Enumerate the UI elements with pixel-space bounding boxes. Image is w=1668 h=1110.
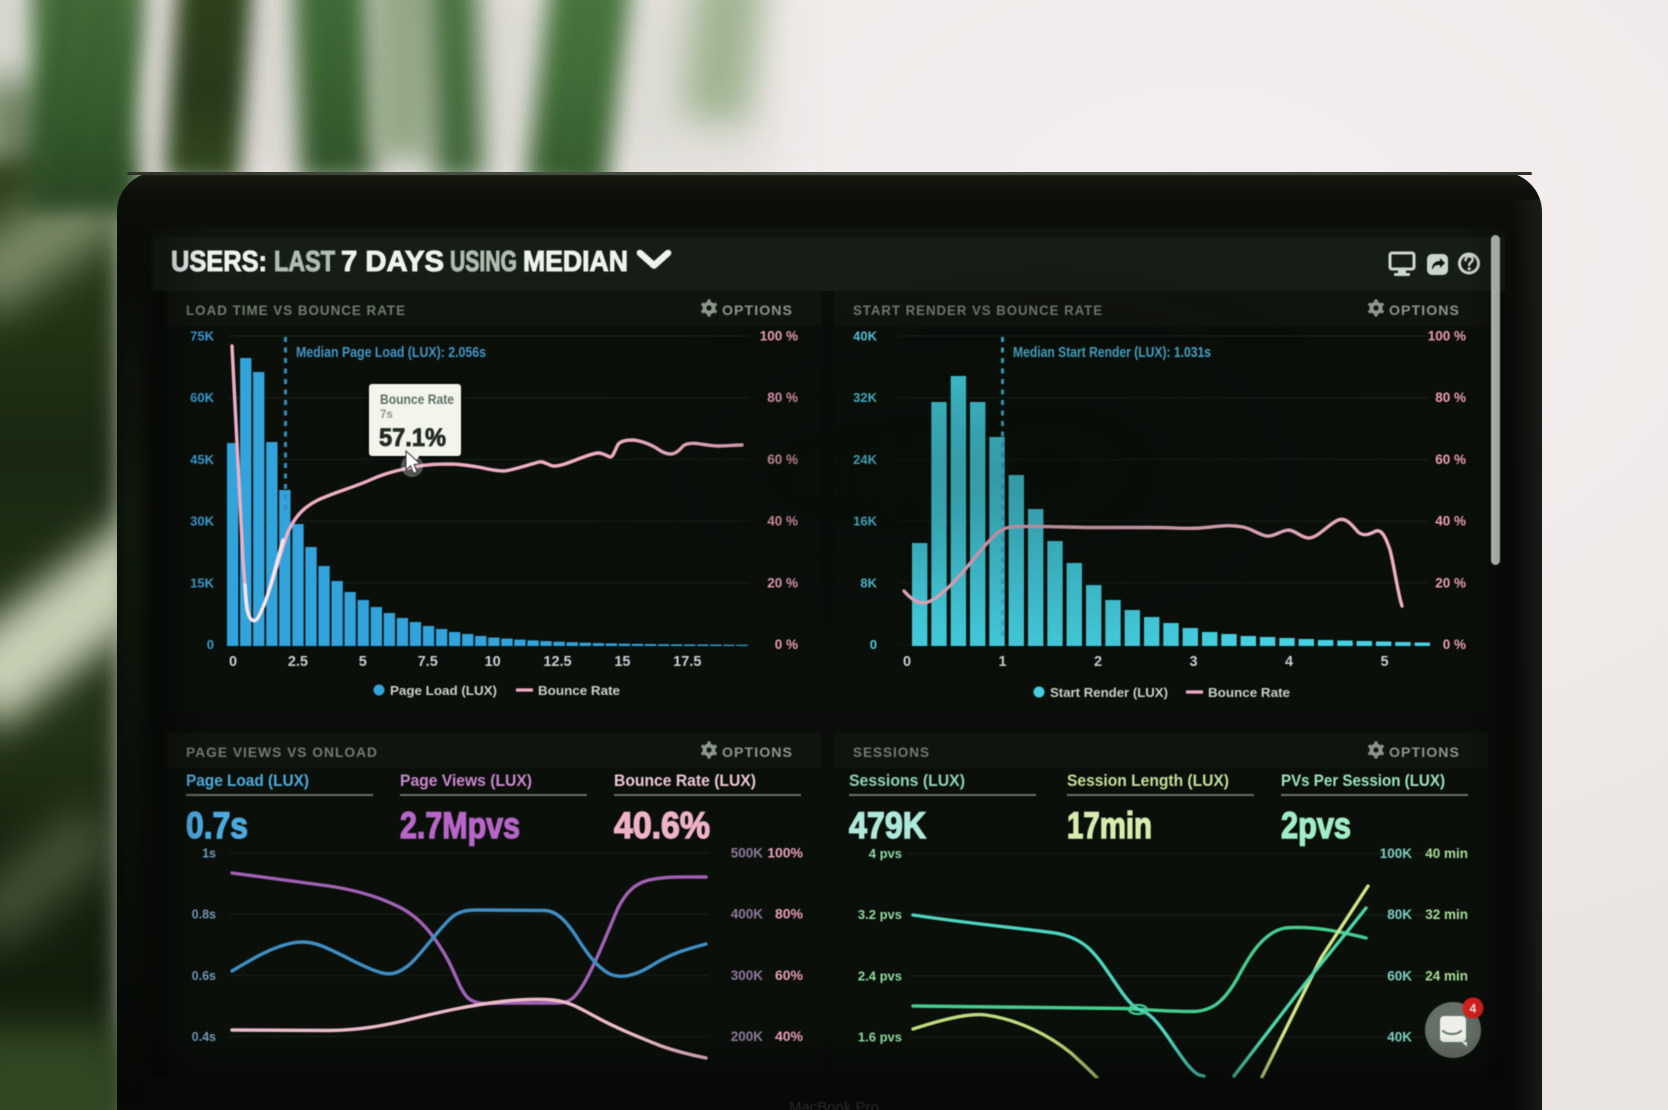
svg-text:1.6 pvs: 1.6 pvs — [858, 1030, 902, 1045]
svg-text:Page Load (LUX): Page Load (LUX) — [390, 683, 497, 698]
svg-text:40K: 40K — [853, 329, 877, 344]
svg-text:OPTIONS: OPTIONS — [722, 745, 793, 760]
svg-text:30K: 30K — [190, 514, 214, 529]
svg-text:0.7s: 0.7s — [186, 805, 248, 846]
svg-text:4: 4 — [1470, 1002, 1477, 1016]
svg-text:USING: USING — [450, 246, 517, 278]
svg-text:80K: 80K — [1387, 907, 1412, 922]
svg-text:7.5: 7.5 — [418, 654, 438, 670]
svg-text:32K: 32K — [853, 390, 877, 405]
svg-text:300K: 300K — [731, 968, 764, 983]
svg-text:1: 1 — [998, 654, 1006, 670]
svg-text:10: 10 — [485, 654, 501, 670]
svg-text:40K: 40K — [1387, 1030, 1412, 1045]
svg-text:60 %: 60 % — [1435, 452, 1466, 467]
svg-text:LOAD TIME VS BOUNCE RATE: LOAD TIME VS BOUNCE RATE — [186, 303, 406, 318]
svg-text:0.6s: 0.6s — [192, 969, 216, 983]
svg-text:100K: 100K — [1380, 846, 1413, 861]
svg-text:Session Length (LUX): Session Length (LUX) — [1067, 772, 1229, 790]
svg-text:80%: 80% — [775, 906, 804, 922]
svg-text:4: 4 — [1285, 654, 1293, 670]
svg-text:START RENDER VS BOUNCE RATE: START RENDER VS BOUNCE RATE — [853, 303, 1103, 318]
svg-text:500K: 500K — [731, 846, 764, 861]
svg-text:1s: 1s — [202, 847, 216, 861]
svg-text:20 %: 20 % — [1435, 575, 1466, 590]
svg-text:32 min: 32 min — [1425, 907, 1468, 922]
svg-text:479K: 479K — [849, 805, 926, 846]
svg-text:5: 5 — [359, 654, 367, 670]
svg-text:200K: 200K — [731, 1029, 764, 1044]
svg-text:5: 5 — [1380, 654, 1388, 670]
svg-text:SESSIONS: SESSIONS — [853, 745, 930, 760]
svg-text:15K: 15K — [190, 575, 214, 590]
svg-text:Bounce Rate: Bounce Rate — [380, 392, 454, 407]
svg-text:400K: 400K — [731, 907, 764, 922]
svg-text:7 DAYS: 7 DAYS — [341, 246, 444, 278]
svg-text:100 %: 100 % — [1428, 329, 1466, 344]
svg-text:MacBook Pro: MacBook Pro — [789, 1099, 879, 1110]
svg-text:16K: 16K — [853, 514, 877, 529]
svg-text:60%: 60% — [775, 967, 804, 983]
svg-text:2: 2 — [1094, 654, 1102, 670]
svg-text:75K: 75K — [190, 329, 214, 344]
svg-text:Start Render (LUX): Start Render (LUX) — [1050, 685, 1168, 700]
svg-text:LAST: LAST — [274, 246, 335, 278]
svg-text:USERS:: USERS: — [171, 246, 267, 278]
svg-text:40 %: 40 % — [767, 514, 798, 529]
svg-text:Bounce Rate (LUX): Bounce Rate (LUX) — [614, 772, 756, 790]
svg-text:3.2 pvs: 3.2 pvs — [858, 907, 902, 922]
svg-text:60K: 60K — [1387, 968, 1412, 983]
svg-text:0: 0 — [229, 654, 237, 670]
svg-text:Page Views (LUX): Page Views (LUX) — [400, 772, 532, 790]
svg-text:0.4s: 0.4s — [192, 1030, 216, 1044]
svg-text:40 %: 40 % — [1435, 514, 1466, 529]
svg-text:8K: 8K — [860, 575, 877, 590]
svg-text:0 %: 0 % — [1443, 637, 1466, 652]
svg-text:OPTIONS: OPTIONS — [722, 303, 793, 318]
svg-text:2pvs: 2pvs — [1281, 805, 1351, 846]
svg-text:PVs Per Session (LUX): PVs Per Session (LUX) — [1281, 772, 1445, 790]
svg-text:17.5: 17.5 — [673, 654, 701, 670]
svg-text:OPTIONS: OPTIONS — [1389, 745, 1460, 760]
svg-text:PAGE VIEWS VS ONLOAD: PAGE VIEWS VS ONLOAD — [186, 745, 378, 760]
svg-text:40.6%: 40.6% — [614, 805, 710, 846]
svg-text:100%: 100% — [767, 845, 803, 861]
svg-text:0 %: 0 % — [775, 637, 798, 652]
svg-text:2.4 pvs: 2.4 pvs — [858, 968, 902, 983]
svg-text:60 %: 60 % — [767, 452, 798, 467]
svg-text:2.5: 2.5 — [288, 654, 308, 670]
svg-text:15: 15 — [614, 654, 630, 670]
svg-text:Median Page Load (LUX): 2.056s: Median Page Load (LUX): 2.056s — [296, 345, 486, 361]
svg-text:Median Start Render (LUX): 1.0: Median Start Render (LUX): 1.031s — [1013, 345, 1211, 361]
svg-text:Bounce Rate: Bounce Rate — [1208, 685, 1290, 700]
svg-text:45K: 45K — [190, 452, 214, 467]
svg-text:0: 0 — [207, 637, 214, 652]
svg-text:57.1%: 57.1% — [379, 424, 446, 452]
svg-text:2.7Mpvs: 2.7Mpvs — [400, 805, 520, 846]
svg-text:80 %: 80 % — [1435, 390, 1466, 405]
svg-text:100 %: 100 % — [760, 329, 798, 344]
svg-text:OPTIONS: OPTIONS — [1389, 303, 1460, 318]
svg-text:MEDIAN: MEDIAN — [523, 246, 628, 278]
svg-text:17min: 17min — [1067, 805, 1152, 846]
svg-text:60K: 60K — [190, 390, 214, 405]
svg-text:80 %: 80 % — [767, 390, 798, 405]
svg-text:Sessions (LUX): Sessions (LUX) — [849, 772, 965, 790]
svg-text:40 min: 40 min — [1425, 846, 1468, 861]
svg-text:0: 0 — [903, 654, 911, 670]
svg-text:12.5: 12.5 — [543, 654, 571, 670]
svg-text:24 min: 24 min — [1425, 968, 1468, 983]
svg-text:4 pvs: 4 pvs — [869, 846, 902, 861]
svg-text:0.8s: 0.8s — [192, 908, 216, 922]
svg-text:3: 3 — [1189, 654, 1197, 670]
svg-text:Page Load (LUX): Page Load (LUX) — [186, 772, 309, 790]
svg-text:Bounce Rate: Bounce Rate — [538, 683, 620, 698]
svg-text:20 %: 20 % — [767, 575, 798, 590]
svg-text:7s: 7s — [380, 409, 393, 421]
svg-text:0: 0 — [870, 637, 877, 652]
svg-text:24K: 24K — [853, 452, 877, 467]
svg-text:40%: 40% — [775, 1028, 804, 1044]
